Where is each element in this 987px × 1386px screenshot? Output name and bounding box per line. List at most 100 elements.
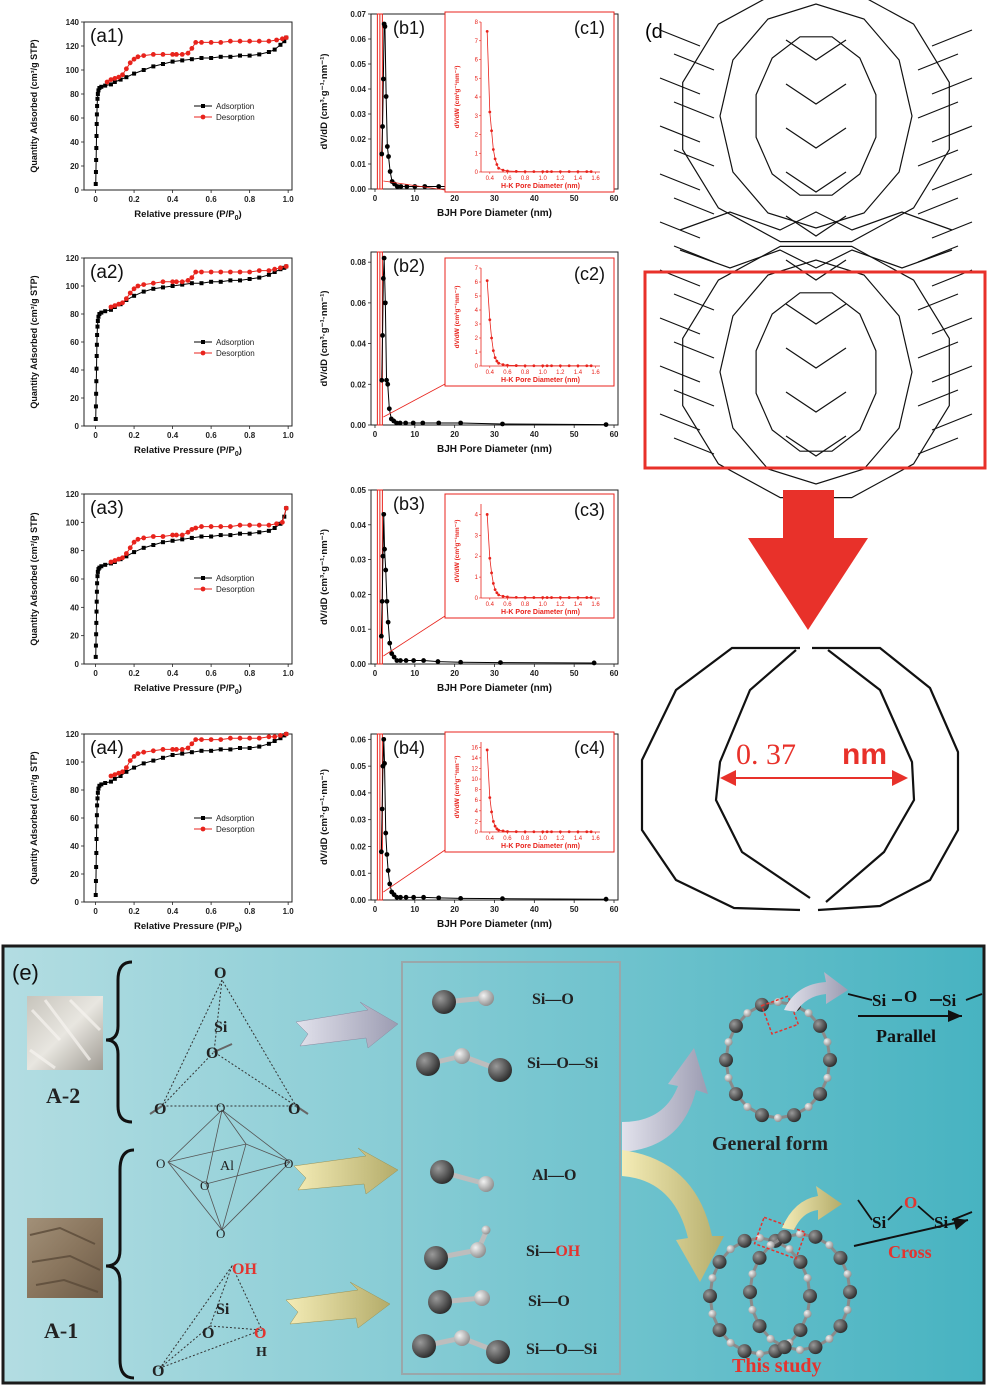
- inset-data-point: [541, 170, 545, 174]
- panel-label: (b4): [393, 738, 425, 758]
- study-ring-back-atom-o: [803, 1309, 812, 1318]
- data-point-desorption: [283, 731, 289, 737]
- data-point-adsorption: [94, 632, 99, 637]
- data-point: [391, 654, 397, 660]
- data-point-desorption: [150, 280, 156, 286]
- y-tick-label: 140: [66, 18, 80, 27]
- bond-types-box: [401, 961, 621, 1375]
- y-tick-label: 80: [70, 90, 79, 99]
- bond-label-al-o: Al—O: [532, 1167, 576, 1184]
- data-point: [398, 658, 403, 663]
- data-point: [382, 24, 388, 29]
- general-ring-atom-si: [813, 1087, 828, 1102]
- general-ring-atom-o: [724, 1073, 733, 1082]
- data-point-adsorption: [228, 278, 233, 283]
- x-tick-label: 60: [610, 669, 619, 678]
- x-tick-label: 10: [410, 194, 419, 203]
- x-tick-label: 0.4: [167, 431, 179, 440]
- inset-data-point: [490, 571, 493, 575]
- data-point-desorption: [127, 60, 133, 66]
- inset-data-point: [497, 361, 501, 365]
- bond-label-si-o-1: Si—O: [532, 991, 574, 1008]
- x-tick-label: 60: [610, 905, 619, 914]
- data-point-desorption: [150, 534, 156, 539]
- inset-y-tick-label: 10: [471, 777, 478, 783]
- pore-dimension: 0. 37 nm: [720, 738, 908, 786]
- data-point-adsorption: [209, 279, 214, 284]
- data-point-adsorption: [257, 52, 262, 57]
- panel-label: (a3): [90, 498, 124, 519]
- study-ring-front-atom-si: [808, 1229, 823, 1244]
- data-point: [404, 184, 410, 189]
- data-point-desorption: [160, 52, 166, 57]
- data-point: [385, 381, 391, 387]
- framework-edge: [679, 249, 953, 269]
- octa-al: Al: [220, 1159, 234, 1174]
- study-ring-front-atom-si: [777, 1340, 792, 1355]
- data-point: [380, 333, 385, 338]
- data-point: [386, 406, 392, 412]
- x-axis-label: BJH Pore Diameter (nm): [437, 444, 552, 455]
- inset-x-tick-label: 0.4: [486, 602, 495, 608]
- data-point-adsorption: [141, 289, 146, 294]
- data-point: [410, 420, 416, 426]
- panel-label: (a2): [90, 262, 124, 283]
- tetra-o-inner: O: [206, 1045, 218, 1062]
- study-ring-back-atom-o: [756, 1350, 764, 1358]
- legend-label: Desorption: [216, 349, 255, 358]
- data-point-adsorption: [96, 88, 101, 93]
- data-point-adsorption: [94, 851, 99, 855]
- tetra-o-right: O: [288, 1101, 300, 1118]
- inset-x-tick-label: 0.6: [503, 176, 512, 182]
- inset-data-point: [506, 169, 509, 173]
- inset-y-tick-label: 2: [475, 133, 479, 139]
- x-axis-label: Relative Pressure (P/P0): [134, 683, 242, 696]
- zoom-connector: [383, 180, 446, 191]
- data-point-adsorption: [238, 531, 242, 536]
- inset-data-point: [493, 356, 497, 359]
- framework-edge: [931, 77, 973, 95]
- panel-label: (b3): [393, 494, 425, 514]
- inset-data-point: [493, 157, 497, 161]
- data-point-desorption: [237, 38, 243, 44]
- data-point-desorption: [247, 522, 253, 528]
- data-point-desorption: [227, 38, 233, 44]
- data-point-adsorption: [94, 837, 99, 841]
- panel-e-label: (e): [12, 960, 39, 985]
- inset-data-point: [495, 163, 499, 166]
- data-point-desorption: [179, 279, 185, 285]
- framework-edge: [673, 101, 715, 119]
- bond-label-si-oh-prefix: Si—: [526, 1243, 556, 1260]
- study-ring-front-atom-o: [766, 1334, 775, 1343]
- inset-y-tick-label: 0: [475, 364, 479, 370]
- x-tick-label: 0.6: [206, 907, 218, 916]
- y-tick-label: 80: [70, 786, 79, 795]
- data-point-adsorption: [266, 272, 271, 277]
- x-tick-label: 0.8: [244, 195, 256, 204]
- data-point-adsorption: [132, 765, 137, 770]
- inset-y-tick-label: 7: [475, 266, 479, 272]
- framework-edge: [659, 413, 701, 431]
- data-point-desorption: [237, 522, 243, 528]
- inset-y-tick-label: 1: [475, 350, 479, 356]
- y-tick-label: 0.02: [350, 590, 366, 599]
- data-point: [458, 659, 464, 665]
- panel-label: (b1): [393, 18, 425, 38]
- x-tick-label: 0: [93, 669, 98, 678]
- psd-chart-b4: 0 10 20 30 40 50 600.000.010.020.030.040.050.0…: [319, 731, 619, 930]
- octa-o-left: O: [156, 1156, 165, 1171]
- x-tick-label: 0: [373, 194, 378, 203]
- framework-ring: [719, 3, 913, 229]
- data-point: [500, 896, 505, 902]
- split-arrow-up-icon: [622, 1048, 708, 1152]
- isotherm-chart-a2: 0 0.2 0.4 0.6 0.8 1.0 0 20 40 60 80 100 120 Relative …: [29, 254, 294, 458]
- y-tick-label: 20: [70, 632, 79, 641]
- inset-y-tick-label: 3: [475, 533, 479, 539]
- legend-marker: [201, 340, 205, 344]
- pore-size-value: 0. 37: [736, 738, 796, 771]
- data-point-desorption: [135, 54, 141, 60]
- data-point-adsorption: [272, 739, 277, 743]
- inset-y-tick-label: 14: [471, 756, 478, 762]
- x-tick-label: 0.4: [167, 195, 179, 204]
